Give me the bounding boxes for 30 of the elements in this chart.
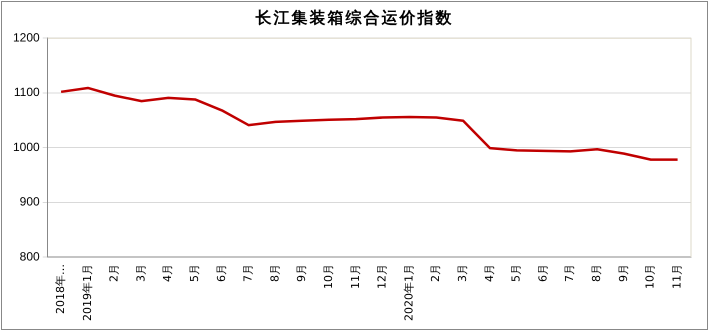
x-tick-label: 5月 (188, 264, 201, 282)
y-tick-label: 1000 (12, 140, 40, 154)
y-tick-label: 1200 (12, 30, 40, 45)
x-tick-label: 8月 (268, 264, 282, 282)
x-tick-label: 3月 (456, 264, 470, 282)
x-tick-label: 2020年1月 (402, 264, 416, 322)
x-tick-label: 2月 (108, 264, 121, 282)
x-tick-label: 7月 (563, 264, 576, 282)
x-tick-label: 11月 (670, 264, 684, 290)
y-tick-label: 800 (20, 249, 40, 264)
x-tick-label: 6月 (536, 264, 550, 282)
x-tick-label: 6月 (214, 264, 228, 282)
x-tick-label: 10月 (322, 264, 335, 290)
x-tick-label: 2018年… (54, 264, 67, 314)
x-tick-label: 12月 (376, 264, 389, 290)
x-tick-label: 4月 (161, 264, 174, 282)
x-tick-label: 4月 (482, 264, 496, 282)
y-tick-label: 900 (20, 194, 40, 209)
x-tick-label: 5月 (510, 264, 523, 282)
chart-title: 长江集装箱综合运价指数 (254, 8, 454, 29)
y-tick-label: 1100 (14, 85, 40, 100)
x-tick-label: 9月 (616, 264, 630, 282)
x-tick-label: 11月 (348, 264, 362, 290)
x-tick-label: 2月 (429, 264, 442, 282)
x-tick-label: 3月 (134, 264, 148, 282)
x-tick-label: 10月 (644, 264, 657, 290)
x-tick-label: 9月 (295, 264, 308, 282)
x-tick-label: 8月 (590, 264, 604, 282)
x-tick-label: 2019年1月 (80, 264, 94, 322)
x-tick-label: 7月 (242, 264, 255, 282)
